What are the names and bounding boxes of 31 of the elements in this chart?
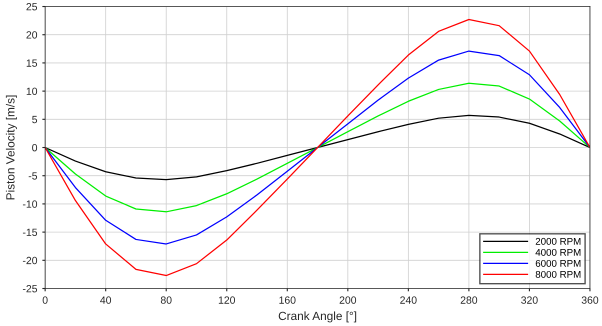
y-tick-label: 10	[26, 88, 38, 95]
legend-label: 8000 RPM	[536, 270, 580, 278]
y-tick-label: -15	[22, 228, 38, 236]
y-axis-title: Piston Velocity [m/s]	[6, 96, 17, 200]
y-tick-label: 5	[32, 116, 38, 124]
x-tick-label: 80	[160, 296, 172, 304]
x-tick-label: 40	[100, 296, 112, 304]
y-tick-label: 0	[32, 144, 38, 152]
x-tick-label: 120	[218, 296, 236, 304]
x-tick-label: 160	[279, 296, 296, 304]
x-tick-label: 240	[400, 296, 417, 304]
y-tick-label: 20	[26, 31, 38, 39]
line-series	[45, 18, 590, 276]
y-tick-label: 25	[26, 3, 38, 10]
y-tick-label: -10	[22, 200, 38, 208]
x-tick-label: 280	[460, 296, 478, 304]
legend-label: 6000 RPM	[536, 260, 580, 267]
y-tick-label: -25	[22, 285, 38, 292]
x-tick-label: 0	[42, 296, 48, 304]
x-tick-label: 320	[521, 296, 538, 304]
x-tick-label: 200	[340, 296, 356, 304]
x-tick-label: 360	[582, 296, 598, 304]
line-series	[45, 50, 590, 245]
x-axis-title: Crank Angle [°]	[278, 311, 356, 322]
y-tick-label: -20	[22, 256, 38, 264]
line-series	[45, 82, 590, 212]
line-series	[45, 114, 590, 180]
legend-label: 2000 RPM	[536, 238, 580, 245]
y-tick-label: 15	[26, 60, 38, 67]
y-tick-label: -5	[28, 172, 38, 180]
legend-label: 4000 RPM	[536, 248, 580, 256]
